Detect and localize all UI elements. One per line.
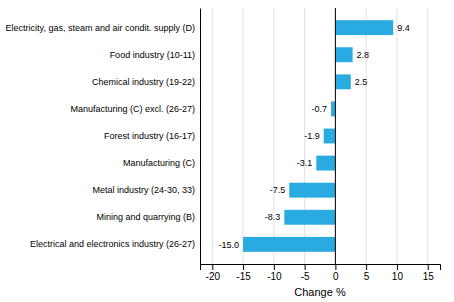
data-label: -3.1	[297, 158, 313, 168]
y-tick: Manufacturing (C)	[123, 158, 200, 168]
x-tick: 10	[392, 264, 404, 282]
x-tick-mark	[274, 264, 275, 270]
y-axis: Electricity, gas, steam and air condit. …	[6, 9, 201, 265]
x-tick-label: -20	[206, 271, 221, 282]
y-tick-label: Electrical and electronics industry (26-…	[30, 239, 195, 249]
x-tick: -5	[301, 264, 310, 282]
y-tick-label: Chemical industry (19-22)	[92, 77, 195, 87]
data-label: -15.0	[219, 240, 240, 250]
x-tick-label: 5	[364, 271, 370, 282]
y-tick-label: Mining and quarrying (B)	[96, 212, 195, 222]
data-label: -8.3	[265, 212, 281, 222]
x-tick-label: 0	[333, 271, 339, 282]
bar	[335, 20, 393, 35]
y-tick-label: Food industry (10-11)	[110, 50, 195, 60]
x-tick: -10	[267, 264, 282, 282]
x-tick-mark	[366, 264, 367, 270]
data-labels: 9.4 2.8 2.5 -0.7 -1.9 -3.1 -7.5 -8.3 -15.0	[219, 23, 410, 250]
data-label: -0.7	[312, 104, 328, 114]
grid-line	[273, 8, 274, 264]
data-label: -7.5	[270, 185, 286, 195]
y-tick: Electrical and electronics industry (26-…	[30, 239, 200, 249]
x-tick-mark	[335, 264, 336, 270]
data-label: -1.9	[304, 131, 320, 141]
x-tick-mark	[428, 264, 429, 270]
x-tick-mark	[397, 264, 398, 270]
x-axis: -20 -15 -10 -5 0 5 10 15	[201, 264, 441, 282]
x-tick-label: -15	[236, 271, 251, 282]
bar	[331, 101, 335, 116]
y-tick: Manufacturing (C) excl. (26-27)	[70, 104, 200, 114]
y-tick-label: Electricity, gas, steam and air condit. …	[6, 23, 195, 33]
plot: 9.4 2.8 2.5 -0.7 -1.9 -3.1 -7.5 -8.3 -15.0 -20 -15…	[6, 8, 441, 282]
y-tick: Chemical industry (19-22)	[92, 77, 200, 87]
bar	[335, 47, 352, 62]
x-tick: -15	[236, 264, 251, 282]
x-tick-label: 10	[392, 271, 404, 282]
chart: 9.4 2.8 2.5 -0.7 -1.9 -3.1 -7.5 -8.3 -15.0 -20 -15…	[0, 0, 454, 302]
grid-line	[212, 8, 213, 264]
bar	[243, 237, 335, 252]
y-tick-label: Metal industry (24-30, 33)	[92, 185, 195, 195]
x-tick-mark	[212, 264, 213, 270]
x-tick: -20	[206, 264, 221, 282]
y-tick-label: Forest industry (16-17)	[104, 131, 195, 141]
data-label: 2.8	[357, 50, 370, 60]
grid	[212, 8, 427, 264]
y-tick: Food industry (10-11)	[110, 50, 200, 60]
bar	[316, 156, 335, 171]
x-axis-line	[201, 265, 441, 271]
grid-line	[427, 8, 428, 264]
x-tick-label: -10	[267, 271, 282, 282]
x-tick-mark	[305, 264, 306, 270]
bar	[289, 183, 335, 198]
bar	[335, 74, 350, 89]
bar	[324, 129, 336, 144]
x-tick-mark	[243, 264, 244, 270]
grid-line	[243, 8, 244, 264]
x-tick: 0	[333, 264, 339, 282]
x-tick-label: -5	[301, 271, 310, 282]
y-tick-label: Manufacturing (C) excl. (26-27)	[70, 104, 195, 114]
x-tick: 5	[364, 264, 370, 282]
y-tick: Forest industry (16-17)	[104, 131, 200, 141]
x-tick: 15	[423, 264, 435, 282]
y-tick-label: Manufacturing (C)	[123, 158, 195, 168]
grid-line	[335, 8, 336, 264]
grid-line	[396, 8, 397, 264]
zero-line	[335, 8, 336, 264]
y-tick: Mining and quarrying (B)	[96, 212, 200, 222]
data-label: 2.5	[355, 77, 368, 87]
x-tick-label: 15	[423, 271, 435, 282]
x-axis-title: Change %	[294, 286, 346, 298]
y-tick: Electricity, gas, steam and air condit. …	[6, 23, 200, 33]
y-tick: Metal industry (24-30, 33)	[92, 185, 200, 195]
y-axis-line	[200, 9, 201, 265]
grid-line	[366, 8, 367, 264]
data-label: 9.4	[397, 23, 410, 33]
bar	[284, 210, 335, 225]
bars	[243, 20, 393, 252]
